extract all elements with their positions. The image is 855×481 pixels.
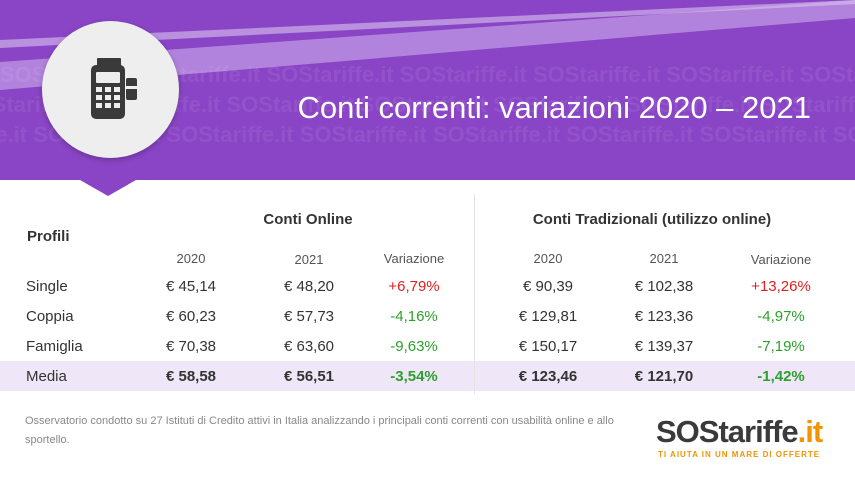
cell-famiglia-traditional-2021: € 139,37 xyxy=(634,338,694,355)
logo-name: SOStariffe xyxy=(656,414,799,449)
cell-coppia-traditional-2021: € 123,36 xyxy=(634,308,694,325)
traditional-2020-header: 2020 xyxy=(533,251,563,266)
column-divider xyxy=(474,194,475,394)
cell-single-traditional-2021: € 102,38 xyxy=(634,278,694,295)
row-label-famiglia: Famiglia xyxy=(26,338,83,355)
page-title: Conti correnti: variazioni 2020 – 2021 xyxy=(297,90,811,125)
footnote: Osservatorio condotto su 27 Istituti di … xyxy=(25,415,614,446)
cell-media-traditional-2020: € 123,46 xyxy=(518,368,578,385)
brand-logo[interactable]: SOStariffe.it TI AIUTA IN UN MARE DI OFF… xyxy=(656,414,836,464)
logo-tagline: TI AIUTA IN UN MARE DI OFFERTE xyxy=(658,450,821,459)
cell-famiglia-traditional-2020: € 150,17 xyxy=(518,338,578,355)
cell-coppia-traditional-2020: € 129,81 xyxy=(518,308,578,325)
cell-single-online-2021: € 48,20 xyxy=(283,278,335,295)
cell-single-traditional-variation: +13,26% xyxy=(751,278,811,295)
cell-media-traditional-2021: € 121,70 xyxy=(634,368,694,385)
profiles-header: Profili xyxy=(27,228,70,245)
cell-coppia-online-2020: € 60,23 xyxy=(165,308,217,325)
pos-terminal-icon xyxy=(91,58,137,119)
cell-media-online-2021: € 56,51 xyxy=(283,368,335,385)
cell-coppia-online-variation: -4,16% xyxy=(390,308,438,325)
cell-media-online-variation: -3,54% xyxy=(390,368,438,385)
online-variation-header: Variazione xyxy=(383,251,445,266)
cell-media-online-2020: € 58,58 xyxy=(165,368,217,385)
cell-coppia-online-2021: € 57,73 xyxy=(283,308,335,325)
traditional-2021-header: 2021 xyxy=(649,251,679,266)
online-group-header: Conti Online xyxy=(263,211,353,228)
banner-pointer xyxy=(80,180,136,196)
cell-coppia-traditional-variation: -4,97% xyxy=(757,308,805,325)
cell-single-online-variation: +6,79% xyxy=(388,278,440,295)
cell-famiglia-online-variation: -9,63% xyxy=(390,338,438,355)
traditional-group-header: Conti Tradizionali (utilizzo online) xyxy=(532,211,772,228)
logo-wordmark: SOStariffe.it xyxy=(656,414,824,450)
cell-single-online-2020: € 45,14 xyxy=(165,278,217,295)
cell-famiglia-online-2020: € 70,38 xyxy=(165,338,217,355)
banner-stripe xyxy=(0,0,855,90)
icon-badge xyxy=(42,21,179,158)
row-label-media: Media xyxy=(26,368,67,385)
row-label-coppia: Coppia xyxy=(26,308,74,325)
row-label-single: Single xyxy=(26,278,68,295)
cell-famiglia-traditional-variation: -7,19% xyxy=(757,338,805,355)
online-2020-header: 2020 xyxy=(176,251,206,266)
cell-single-traditional-2020: € 90,39 xyxy=(522,278,574,295)
traditional-variation-header: Variazione xyxy=(750,252,812,267)
online-2021-header: 2021 xyxy=(294,252,324,267)
cell-famiglia-online-2021: € 63,60 xyxy=(283,338,335,355)
logo-tld: .it xyxy=(797,414,824,449)
average-row-highlight xyxy=(0,361,855,391)
cell-media-traditional-variation: -1,42% xyxy=(757,368,805,385)
